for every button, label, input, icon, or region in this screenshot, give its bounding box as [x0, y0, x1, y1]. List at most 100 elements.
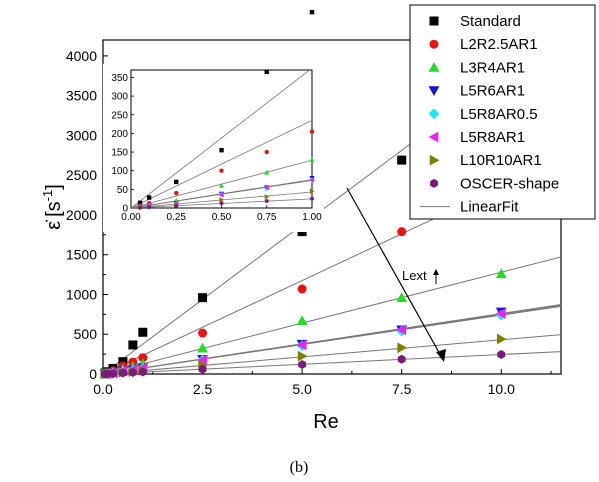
x-tick-label: 5.0	[292, 381, 312, 397]
annotation-layer: Lext	[346, 187, 446, 362]
annotation-label: Lext	[402, 268, 427, 283]
fit-line-oscer-shape	[103, 351, 561, 374]
legend-marker	[428, 86, 440, 96]
data-point	[103, 369, 111, 379]
data-point	[197, 342, 208, 353]
legend-marker	[428, 62, 440, 72]
y-tick-label: 0	[89, 366, 97, 382]
small-up-arrow-head	[433, 269, 439, 275]
inset-data-point	[219, 168, 224, 173]
y-tick-label: 2000	[66, 207, 97, 223]
data-point	[397, 155, 407, 165]
inset-data-point	[174, 179, 179, 185]
x-tick-label: 2.5	[193, 381, 213, 397]
inset-y-tick-label: 350	[111, 73, 128, 84]
data-point	[297, 284, 307, 294]
inset-data-point	[309, 129, 315, 134]
inset-data-point	[218, 182, 225, 188]
inset-data-point	[264, 69, 269, 75]
inset-data-point	[219, 197, 225, 203]
inset-data-point	[138, 205, 142, 210]
legend-marker	[429, 39, 439, 49]
y-tick-label: 2500	[66, 167, 97, 183]
inset-data-point	[264, 184, 269, 191]
data-point	[138, 367, 147, 377]
inset-x-tick-label: 0.00	[121, 212, 141, 223]
legend-label: L5R6AR1	[460, 83, 525, 100]
inset-y-tick-label: 50	[117, 185, 129, 196]
inset-x-tick-label: 0.50	[212, 212, 232, 223]
inset-x-tick-label: 0.75	[257, 212, 277, 223]
data-point	[197, 354, 207, 366]
legend-marker	[430, 178, 438, 188]
inset-data-point	[264, 194, 270, 200]
fit-line-l5r8ar1	[103, 304, 561, 374]
data-point	[296, 339, 307, 351]
data-point	[198, 328, 208, 338]
inset-y-tick-label: 250	[111, 110, 128, 121]
inset-y-tick-label: 0	[122, 204, 128, 215]
series-oscer-shape	[101, 350, 506, 379]
legend-label: L5R8AR0.5	[460, 106, 538, 123]
inset-data-point	[264, 198, 269, 204]
data-point	[128, 367, 137, 377]
y-tick-label: 500	[74, 326, 98, 342]
inset-data-point	[174, 190, 179, 196]
inset-fit-line	[131, 70, 311, 208]
legend-label: L2R2.5AR1	[460, 36, 538, 53]
inset-y-tick-label: 150	[111, 148, 128, 159]
data-point	[496, 333, 507, 345]
trend-arrow	[346, 187, 442, 357]
inset-series-oscer-shape	[138, 196, 314, 210]
y-axis-title-close: ]	[43, 184, 65, 190]
inset-data-point	[218, 192, 224, 198]
data-point	[128, 340, 138, 350]
data-point	[296, 315, 308, 326]
inset-data-point	[264, 149, 269, 155]
legend-marker	[428, 131, 439, 143]
legend-label: L3R4AR1	[460, 59, 525, 76]
y-tick-label: 4000	[66, 48, 97, 64]
data-point	[109, 369, 117, 379]
legend-label: OSCER-shape	[460, 175, 559, 192]
inset-data-point	[174, 203, 179, 209]
legend-marker	[429, 154, 440, 166]
data-point	[198, 293, 208, 303]
data-point	[138, 327, 148, 337]
inset-data-point	[264, 169, 270, 175]
legend-label: L5R8AR1	[460, 129, 525, 146]
inset-x-tick-label: 1.00	[302, 212, 322, 223]
x-tick-label: 7.5	[392, 381, 412, 397]
inset-fit-line	[131, 119, 312, 208]
legend-label: LinearFit	[460, 199, 519, 216]
series-l2r2-5ar1	[100, 227, 407, 378]
legend-label: L10R10AR1	[460, 152, 542, 169]
data-point	[495, 268, 507, 279]
x-tick-label: 10.0	[488, 381, 515, 397]
inset-data-point	[309, 9, 315, 15]
y-axis-title-exponent: -1	[40, 190, 55, 202]
y-tick-label: 1500	[66, 247, 97, 263]
x-tick-label: 0.0	[93, 381, 113, 397]
figure-caption: (b)	[290, 459, 309, 476]
data-point	[397, 342, 408, 354]
data-point	[297, 350, 308, 362]
y-axis-title-unit: [s	[43, 201, 65, 217]
inset-data-point	[310, 196, 314, 201]
y-axis-title: ε̇ [s-1]	[40, 184, 65, 230]
inset-y-tick-label: 200	[111, 129, 128, 140]
data-point	[396, 324, 407, 336]
data-point	[397, 354, 406, 364]
inset-data-point	[137, 200, 143, 205]
inset-data-point	[146, 195, 152, 200]
inset-data-point	[309, 156, 315, 162]
fit-line-l10r10ar1	[103, 334, 561, 374]
legend-box	[409, 4, 596, 220]
y-tick-label: 1000	[66, 286, 97, 302]
y-tick-label: 3500	[66, 88, 97, 104]
data-point	[198, 364, 207, 374]
y-axis-title-symbol: ε̇	[43, 220, 65, 230]
legend-marker	[429, 16, 439, 26]
inset-plot-area: 0 50 100 150 200 250 300 350 0.00 0.25 0.50 0.75 1.0…	[103, 9, 324, 232]
